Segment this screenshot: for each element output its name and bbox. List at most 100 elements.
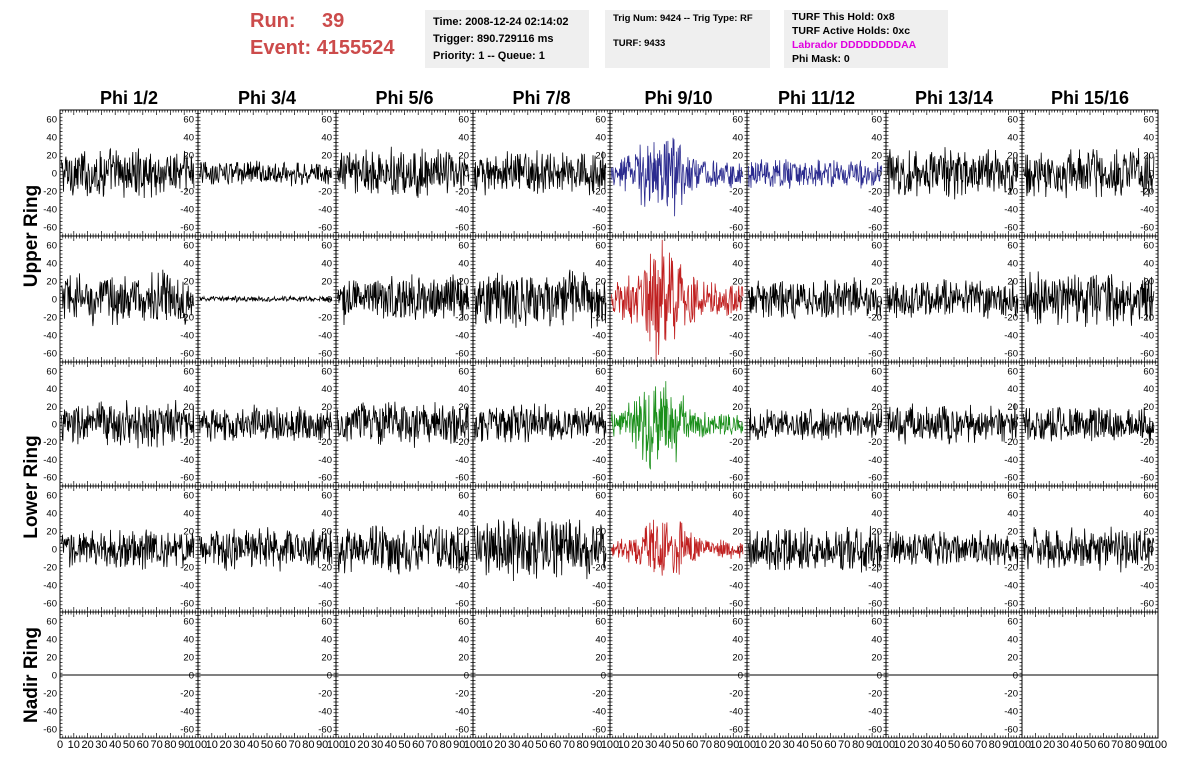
y-tick-label: 60 (46, 366, 57, 377)
y-tick-label: -20 (318, 437, 332, 448)
run-value: 39 (322, 10, 345, 32)
run-event-box: Run: 39 Event: 4155524 (250, 8, 395, 62)
y-tick-label: 20 (46, 402, 57, 413)
y-tick-label: 20 (46, 277, 57, 288)
time-text: Time: 2008-12-24 02:14:02 (433, 16, 569, 28)
y-tick-label: 60 (46, 115, 57, 126)
y-tick-label: -40 (592, 331, 606, 342)
y-tick-label: 40 (871, 133, 882, 144)
y-tick-label: -40 (1004, 205, 1018, 216)
y-tick-label: 60 (458, 115, 469, 126)
y-tick-label: -40 (318, 331, 332, 342)
y-tick-label: -20 (43, 563, 57, 574)
y-tick-label: -20 (318, 563, 332, 574)
y-tick-label: 40 (46, 259, 57, 270)
row-label: Lower Ring (21, 435, 42, 538)
y-tick-label: 40 (595, 384, 606, 395)
y-tick-label: -20 (592, 187, 606, 198)
y-tick-label: 40 (1007, 384, 1018, 395)
waveform-trace (611, 137, 744, 217)
y-tick-label: 20 (46, 527, 57, 538)
y-tick-label: 40 (1007, 259, 1018, 270)
y-tick-label: 20 (595, 402, 606, 413)
y-tick-label: -20 (1004, 437, 1018, 448)
y-tick-label: 20 (321, 151, 332, 162)
waveform-trace (199, 160, 332, 187)
y-tick-label: -60 (180, 599, 194, 610)
waveform-trace (748, 159, 883, 189)
y-tick-label: -40 (729, 331, 743, 342)
waveform-trace (1023, 406, 1155, 442)
y-tick-label: 20 (732, 277, 743, 288)
run-label: Run: (250, 10, 296, 32)
y-tick-label: -60 (868, 349, 882, 360)
y-tick-label: 20 (1143, 402, 1154, 413)
y-tick-label: -60 (455, 599, 469, 610)
panel-frame (335, 361, 474, 487)
y-tick-label: 60 (732, 366, 743, 377)
y-tick-label: -20 (318, 187, 332, 198)
y-tick-label: -40 (180, 455, 194, 466)
y-tick-label: 60 (1143, 366, 1154, 377)
y-tick-label: -20 (1140, 437, 1154, 448)
y-tick-label: 40 (321, 384, 332, 395)
y-tick-label: -40 (318, 455, 332, 466)
y-tick-label: -60 (318, 473, 332, 484)
y-tick-label: 40 (321, 259, 332, 270)
y-tick-label: -60 (592, 473, 606, 484)
labrador-text: Labrador DDDDDDDDAA (792, 39, 917, 51)
y-tick-label: 60 (183, 366, 194, 377)
priority-text: Priority: 1 -- Queue: 1 (433, 50, 545, 62)
y-tick-label: 0 (1149, 420, 1154, 431)
y-tick-label: 40 (732, 384, 743, 395)
y-tick-label: -40 (43, 205, 57, 216)
y-tick-label: -40 (868, 455, 882, 466)
y-tick-label: -20 (868, 437, 882, 448)
y-tick-label: 60 (1007, 115, 1018, 126)
y-tick-label: 40 (458, 133, 469, 144)
y-tick-label: 40 (183, 384, 194, 395)
y-tick-label: 0 (877, 169, 882, 180)
y-tick-label: 20 (183, 277, 194, 288)
y-tick-label: -40 (455, 581, 469, 592)
y-tick-label: -40 (1140, 331, 1154, 342)
y-tick-label: 40 (595, 259, 606, 270)
y-tick-label: 20 (1143, 151, 1154, 162)
y-tick-label: -60 (455, 349, 469, 360)
waveform-trace (337, 146, 470, 198)
y-tick-label: -60 (729, 473, 743, 484)
y-tick-label: 40 (183, 259, 194, 270)
y-tick-label: 60 (321, 115, 332, 126)
y-tick-label: -40 (455, 205, 469, 216)
waveform-trace (199, 404, 333, 442)
waveform-trace (611, 381, 744, 470)
column-header: Phi 5/6 (375, 88, 433, 108)
time-info-box: Time: 2008-12-24 02:14:02 Trigger: 890.7… (425, 10, 589, 68)
y-tick-label: -20 (43, 187, 57, 198)
y-tick-label: 0 (52, 295, 57, 306)
column-header: Phi 1/2 (100, 88, 158, 108)
y-tick-label: 20 (458, 277, 469, 288)
y-tick-label: 60 (871, 115, 882, 126)
y-tick-label: 40 (1143, 384, 1154, 395)
y-tick-label: 40 (46, 384, 57, 395)
y-tick-label: -40 (318, 581, 332, 592)
y-tick-label: 40 (46, 133, 57, 144)
waveform-trace (474, 403, 607, 443)
y-tick-label: -20 (180, 187, 194, 198)
y-tick-label: 60 (46, 491, 57, 502)
y-tick-label: -60 (180, 349, 194, 360)
y-tick-label: 60 (321, 366, 332, 377)
y-tick-label: -40 (729, 455, 743, 466)
y-tick-label: -60 (455, 473, 469, 484)
y-tick-label: -20 (729, 187, 743, 198)
waveform-trace (61, 399, 195, 449)
y-tick-label: 20 (321, 527, 332, 538)
y-tick-label: 20 (183, 527, 194, 538)
waveform-trace (61, 529, 195, 570)
y-tick-label: -20 (1004, 313, 1018, 324)
y-tick-label: -60 (868, 223, 882, 234)
y-tick-label: 0 (327, 545, 332, 556)
y-tick-label: -40 (868, 205, 882, 216)
y-tick-label: -40 (1004, 331, 1018, 342)
